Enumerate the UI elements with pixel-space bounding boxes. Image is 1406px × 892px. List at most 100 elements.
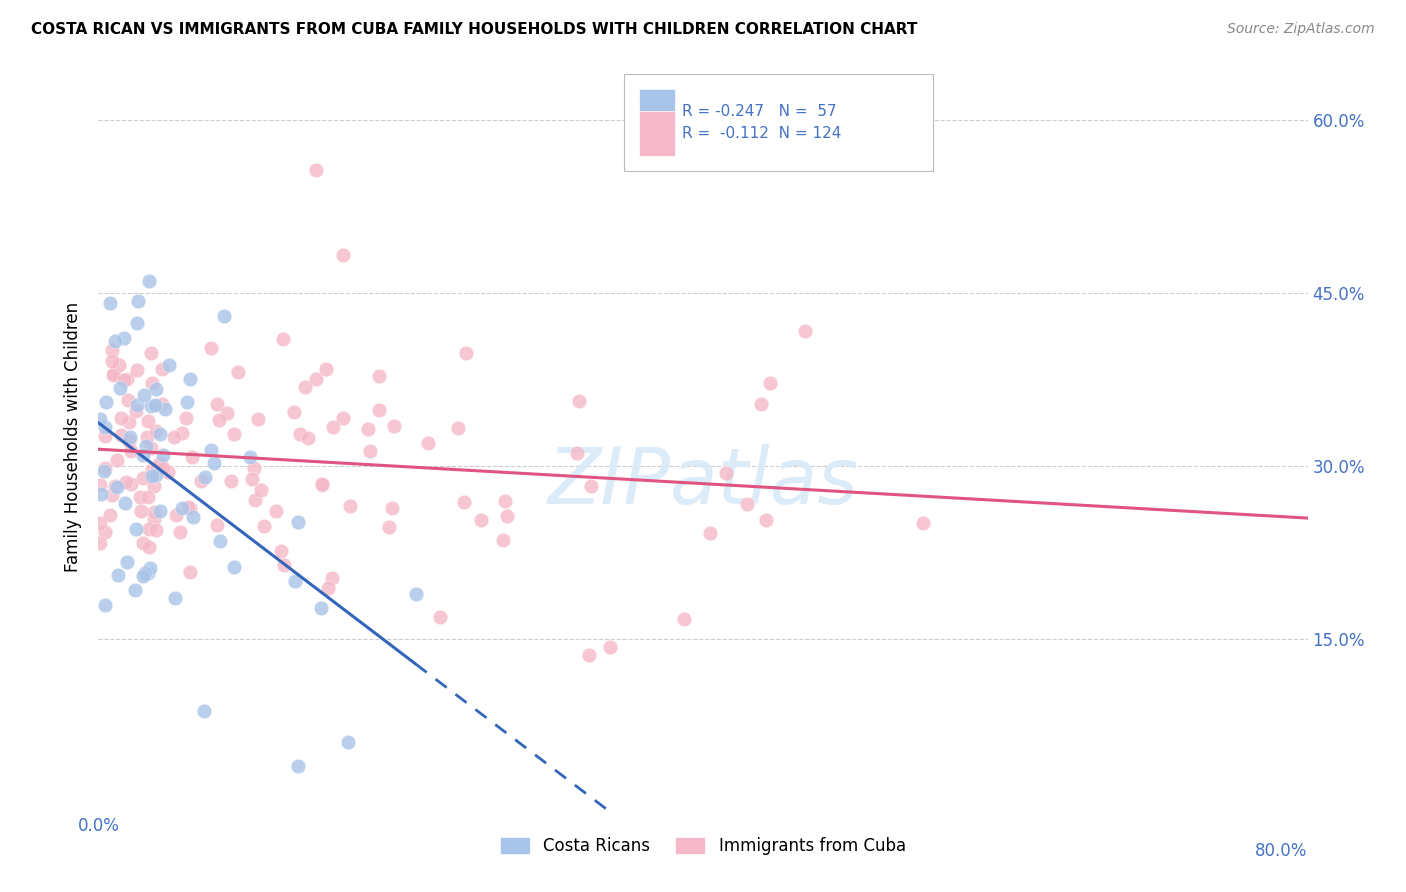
Point	[129, 491, 152, 505]
Point	[284, 574, 307, 588]
Point	[139, 441, 162, 455]
Point	[287, 515, 309, 529]
Point	[271, 332, 294, 346]
Point	[114, 496, 136, 510]
Point	[283, 405, 305, 419]
Point	[103, 366, 125, 380]
Point	[132, 471, 155, 485]
Point	[138, 490, 160, 504]
Point	[145, 468, 167, 483]
Point	[176, 394, 198, 409]
Point	[142, 505, 165, 519]
Text: 80.0%: 80.0%	[1256, 842, 1308, 860]
Point	[93, 598, 115, 612]
Point	[105, 453, 128, 467]
Point	[118, 434, 141, 448]
Point	[226, 365, 249, 379]
Point	[304, 162, 326, 177]
Point	[98, 296, 121, 310]
Point	[273, 558, 295, 573]
Point	[200, 442, 222, 457]
Point	[124, 582, 146, 597]
Point	[157, 465, 180, 479]
Point	[794, 324, 817, 338]
Point	[332, 411, 354, 425]
Point	[153, 402, 176, 417]
Point	[108, 381, 131, 395]
Point	[911, 516, 934, 530]
Point	[322, 420, 344, 434]
Point	[179, 565, 201, 579]
Point	[200, 341, 222, 355]
Point	[215, 406, 238, 420]
Point	[141, 376, 163, 391]
Point	[209, 534, 232, 549]
Point	[359, 444, 381, 458]
Point	[110, 427, 132, 442]
Point	[94, 419, 117, 434]
Point	[96, 394, 118, 409]
Point	[699, 526, 721, 541]
Point	[149, 504, 172, 518]
Point	[104, 334, 127, 348]
Point	[202, 456, 225, 470]
Point	[599, 640, 621, 654]
Point	[368, 369, 391, 384]
Point	[114, 372, 136, 386]
Point	[332, 248, 354, 262]
Point	[264, 504, 287, 518]
Point	[120, 476, 142, 491]
Point	[287, 758, 309, 772]
Point	[214, 309, 236, 323]
Text: R = -0.247   N =  57: R = -0.247 N = 57	[682, 103, 837, 119]
Point	[138, 522, 160, 536]
Point	[143, 479, 166, 493]
Point	[145, 382, 167, 396]
Point	[193, 704, 215, 718]
Point	[578, 648, 600, 663]
Legend: Costa Ricans, Immigrants from Cuba: Costa Ricans, Immigrants from Cuba	[492, 829, 914, 863]
Point	[135, 439, 157, 453]
Point	[239, 450, 262, 464]
Bar	[638, 112, 675, 156]
Point	[110, 410, 132, 425]
Point	[129, 504, 152, 518]
Text: Source: ZipAtlas.com: Source: ZipAtlas.com	[1227, 22, 1375, 37]
Point	[157, 358, 180, 372]
Point	[165, 508, 187, 522]
Point	[169, 525, 191, 540]
Point	[138, 566, 160, 580]
Point	[120, 444, 142, 458]
Point	[179, 500, 201, 515]
Point	[127, 363, 149, 377]
Point	[219, 474, 242, 488]
Point	[152, 448, 174, 462]
Point	[135, 430, 157, 444]
Point	[100, 343, 122, 358]
Point	[759, 376, 782, 390]
Point	[243, 461, 266, 475]
Point	[138, 541, 160, 555]
Point	[170, 501, 193, 516]
Point	[138, 274, 160, 288]
Point	[447, 421, 470, 435]
Point	[138, 561, 160, 575]
Point	[382, 418, 405, 433]
Text: R =  -0.112  N = 124: R = -0.112 N = 124	[682, 126, 842, 141]
Point	[104, 479, 127, 493]
Point	[141, 468, 163, 483]
Point	[101, 354, 124, 368]
Point	[145, 459, 167, 474]
Point	[315, 362, 337, 376]
Point	[118, 415, 141, 429]
Point	[134, 566, 156, 581]
Text: COSTA RICAN VS IMMIGRANTS FROM CUBA FAMILY HOUSEHOLDS WITH CHILDREN CORRELATION : COSTA RICAN VS IMMIGRANTS FROM CUBA FAMI…	[31, 22, 917, 37]
Point	[339, 499, 361, 513]
Point	[190, 474, 212, 488]
Point	[205, 397, 228, 411]
Point	[143, 398, 166, 412]
Point	[94, 525, 117, 540]
Point	[149, 456, 172, 470]
Point	[174, 410, 197, 425]
Point	[127, 316, 149, 330]
